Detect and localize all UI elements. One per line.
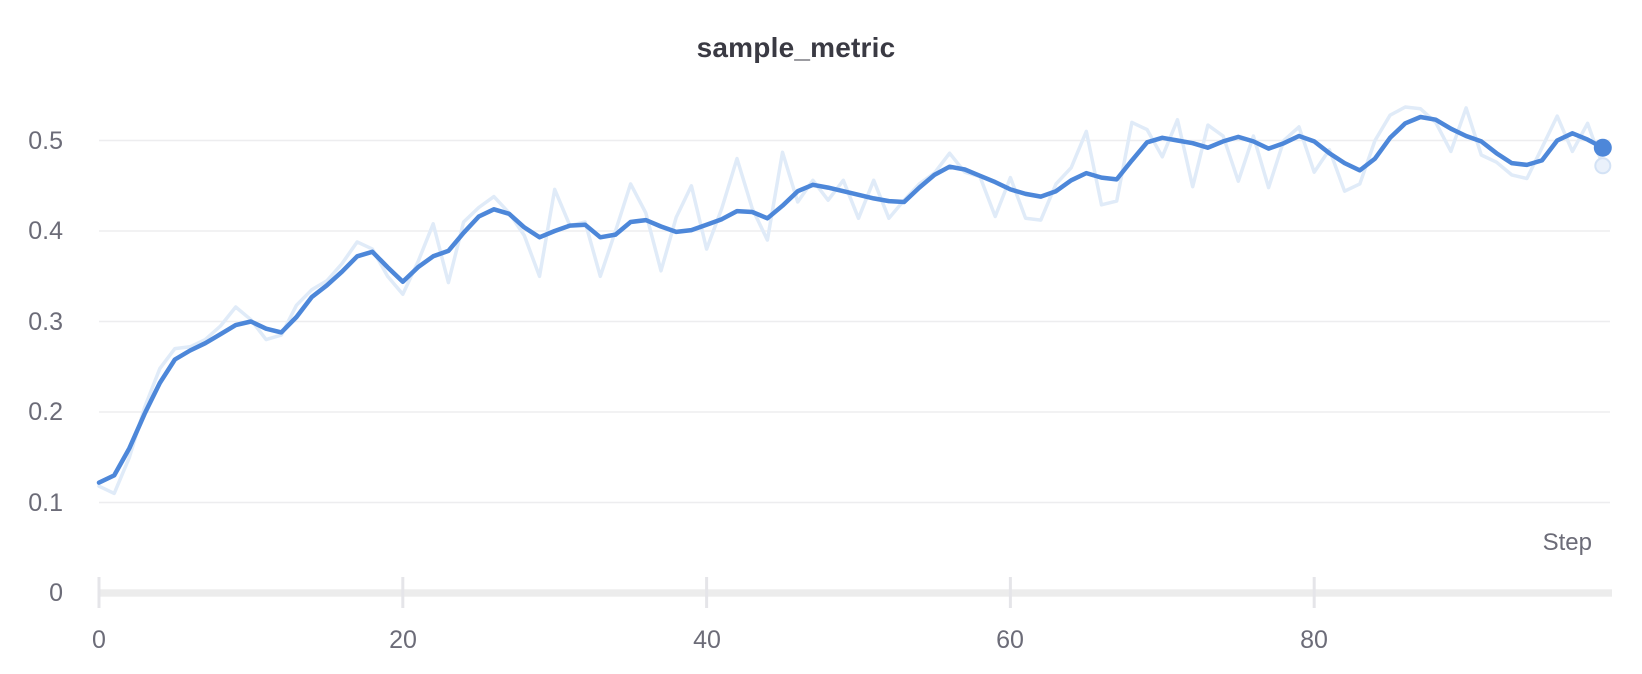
x-axis-bar xyxy=(99,589,1612,597)
y-tick-label: 0.1 xyxy=(28,489,63,517)
chart-title: sample_metric xyxy=(696,32,896,63)
y-tick-label: 0.4 xyxy=(28,217,63,245)
x-axis-title: Step xyxy=(1542,529,1592,556)
x-tick-label: 20 xyxy=(389,626,417,654)
x-tick-label: 0 xyxy=(92,626,106,654)
y-tick-label: 0.3 xyxy=(28,308,63,336)
smoothed-data-line xyxy=(96,114,1606,485)
x-tick-label: 60 xyxy=(996,626,1024,654)
y-tick-label: 0 xyxy=(49,579,63,607)
raw-data-line xyxy=(97,105,1605,496)
y-tick-label: 0.5 xyxy=(28,127,63,155)
x-tick-label: 80 xyxy=(1300,626,1328,654)
smoothed-endpoint-dot xyxy=(1593,138,1612,157)
raw-endpoint-dot xyxy=(1594,157,1612,175)
y-tick-label: 0.2 xyxy=(28,398,63,426)
x-tick-label: 40 xyxy=(693,626,721,654)
